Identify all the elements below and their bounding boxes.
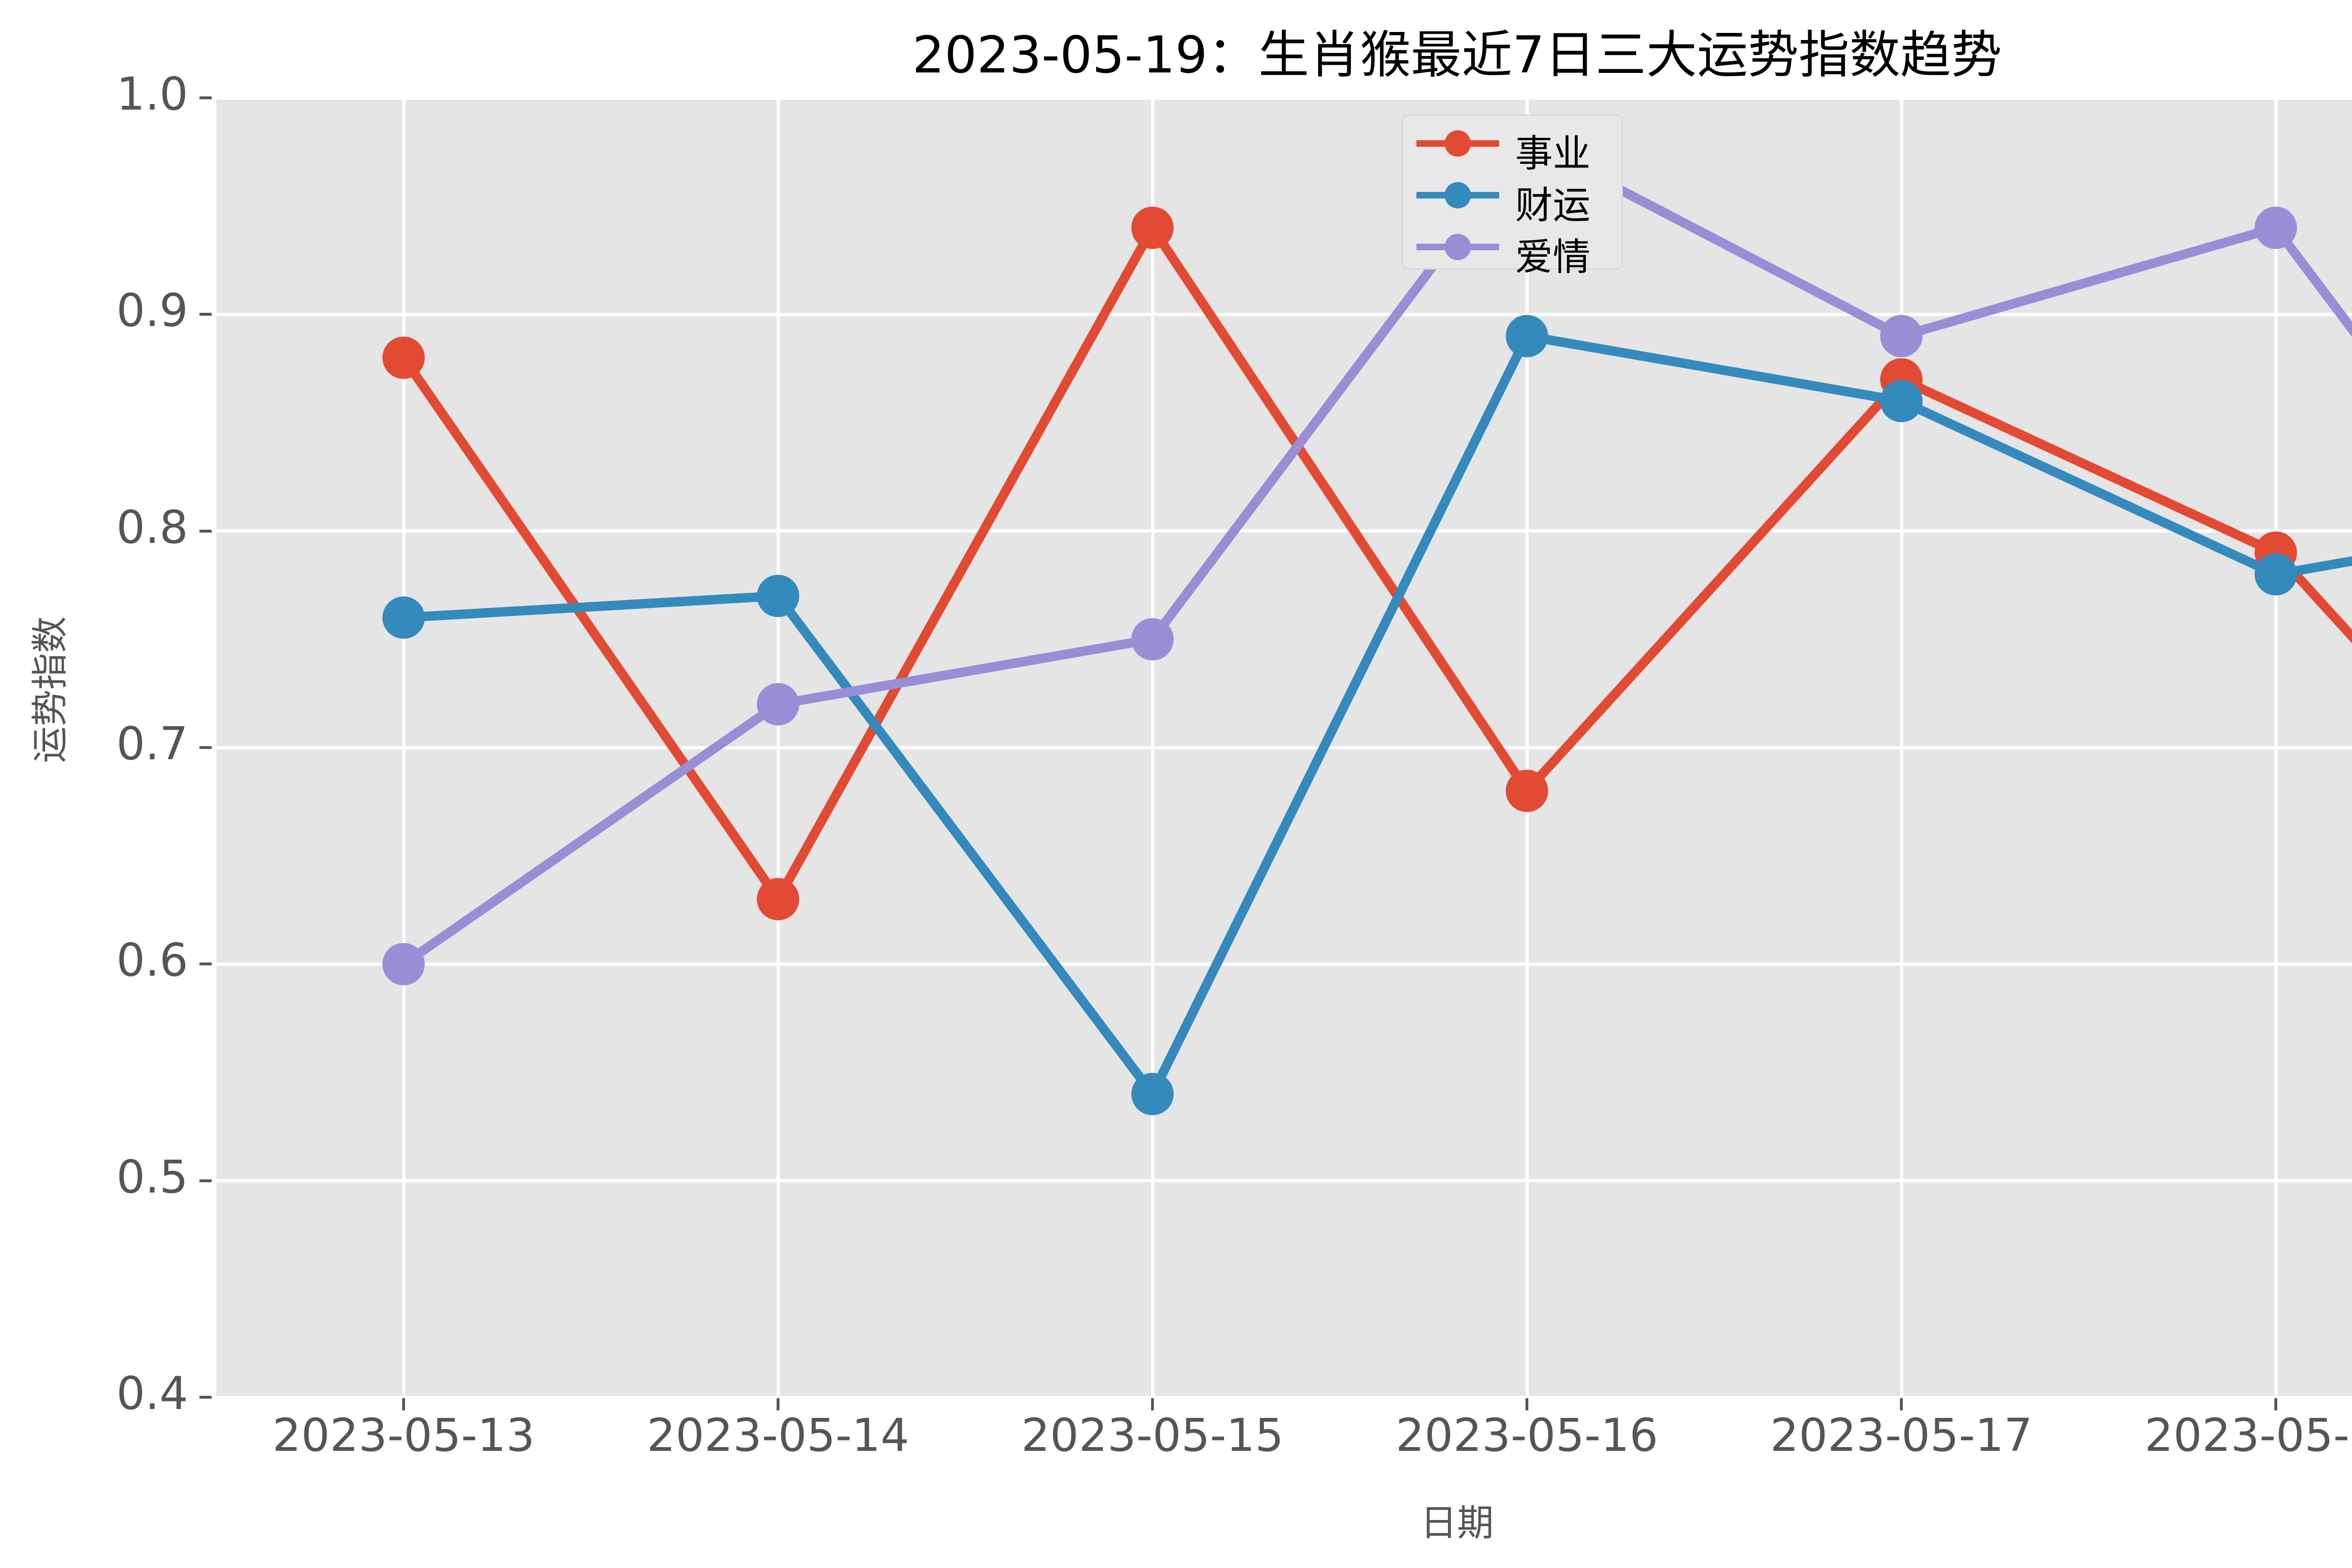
y-tick-mark: [199, 963, 212, 966]
data-point: [1506, 315, 1548, 358]
data-point: [1880, 380, 1923, 422]
gridline-horizontal: [216, 529, 2352, 533]
series-事业: [382, 207, 2352, 921]
data-point: [382, 596, 425, 639]
data-point: [382, 943, 425, 986]
series-line: [399, 136, 2352, 969]
data-point: [1506, 770, 1548, 812]
x-axis-title: 日期: [1420, 1502, 1494, 1544]
gridline-vertical: [2274, 98, 2278, 1397]
legend-marker-icon: [1445, 182, 1471, 208]
legend-label: 爱情: [1515, 235, 1590, 279]
gridline-vertical: [1151, 98, 1154, 1397]
y-tick-label: 0.6: [116, 934, 188, 987]
data-point: [1131, 1073, 1174, 1115]
legend-label: 财运: [1515, 183, 1590, 227]
x-tick-label: 2023-05-18: [2145, 1409, 2352, 1462]
data-point: [757, 683, 799, 725]
series-财运: [382, 315, 2352, 1115]
x-tick-label: 2023-05-15: [1021, 1409, 1284, 1462]
plot-area: [216, 96, 2352, 1399]
x-tick-label: 2023-05-16: [1396, 1409, 1658, 1462]
page-title: 2023-05-19：生肖猴最近7日三大运势指数趋势: [912, 26, 2002, 85]
y-tick-mark: [199, 313, 212, 316]
legend-marker-icon: [1445, 130, 1471, 157]
data-point: [1880, 315, 1923, 358]
gridline-horizontal: [216, 1395, 2352, 1399]
x-tick-mark: [1900, 1398, 1903, 1410]
y-axis-title: 运势指数: [29, 616, 72, 764]
data-point: [757, 878, 799, 921]
y-tick-mark: [199, 1396, 212, 1399]
y-tick-mark: [199, 1179, 212, 1182]
y-tick-label: 0.7: [116, 717, 188, 770]
x-tick-label: 2023-05-13: [272, 1409, 535, 1462]
y-tick-mark: [199, 746, 212, 749]
data-point: [757, 574, 799, 617]
y-tick-label: 0.8: [116, 501, 188, 554]
data-point: [2255, 207, 2297, 249]
gridline-horizontal: [216, 746, 2352, 749]
gridline-horizontal: [216, 312, 2352, 316]
legend-item-爱情[interactable]: 爱情: [1403, 219, 1621, 279]
gridline-vertical: [776, 98, 780, 1397]
legend: 事业 财运 爱情: [1402, 114, 1623, 279]
series-layer: [382, 120, 2352, 1115]
data-point: [2255, 553, 2297, 596]
gridline-vertical: [1525, 98, 1529, 1397]
gridline-vertical: [402, 98, 405, 1397]
x-tick-mark: [1526, 1398, 1528, 1410]
gridline-horizontal: [216, 96, 2352, 100]
y-tick-label: 1.0: [116, 68, 188, 120]
x-tick-label: 2023-05-17: [1770, 1409, 2033, 1462]
y-tick-label: 0.5: [116, 1150, 188, 1203]
legend-item-事业[interactable]: 事业: [1403, 116, 1621, 175]
gridline-vertical: [1899, 98, 1903, 1397]
data-point: [1131, 207, 1174, 249]
x-tick-mark: [1151, 1398, 1154, 1410]
legend-label: 事业: [1515, 132, 1590, 175]
x-tick-mark: [402, 1398, 405, 1410]
x-tick-mark: [2274, 1398, 2277, 1410]
y-tick-label: 0.4: [116, 1367, 188, 1420]
legend-marker-icon: [1445, 234, 1471, 260]
data-point: [1131, 618, 1174, 661]
gridline-horizontal: [216, 962, 2352, 966]
y-tick-mark: [199, 96, 212, 99]
data-point: [382, 336, 425, 379]
x-tick-mark: [777, 1398, 779, 1410]
gridline-horizontal: [216, 1179, 2352, 1183]
x-tick-label: 2023-05-14: [647, 1409, 909, 1462]
y-tick-mark: [199, 529, 212, 533]
y-tick-label: 0.9: [116, 284, 188, 337]
legend-item-财运[interactable]: 财运: [1403, 167, 1621, 227]
